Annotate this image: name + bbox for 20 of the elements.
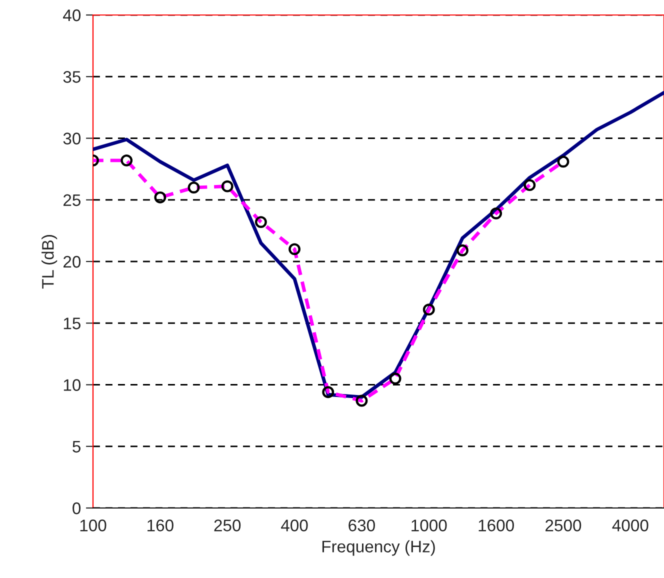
y-tick-label: 30 bbox=[63, 132, 81, 144]
x-tick-label: 100 bbox=[80, 520, 106, 532]
x-axis-title: Frequency (Hz) bbox=[322, 540, 435, 556]
y-tick-label: 25 bbox=[63, 194, 80, 206]
y-tick-label: 5 bbox=[72, 440, 80, 453]
x-tick-label: 1000 bbox=[412, 520, 447, 532]
y-tick-label: 35 bbox=[63, 71, 80, 83]
x-tick-label: 400 bbox=[281, 520, 308, 532]
y-tick-label: 40 bbox=[63, 9, 81, 22]
x-tick-label: 2500 bbox=[546, 520, 582, 532]
x-tick-label: 4000 bbox=[612, 520, 648, 532]
y-tick-label: 10 bbox=[64, 379, 81, 391]
x-tick-label: 160 bbox=[148, 520, 174, 532]
y-axis-title: TL (dB) bbox=[42, 235, 58, 289]
y-tick-label: 20 bbox=[63, 256, 81, 268]
x-tick-label: 250 bbox=[214, 520, 241, 532]
x-tick-label: 630 bbox=[348, 520, 375, 532]
y-tick-label: 15 bbox=[64, 318, 80, 330]
y-tick-label: 0 bbox=[72, 502, 81, 514]
x-tick-label: 1600 bbox=[478, 520, 514, 532]
